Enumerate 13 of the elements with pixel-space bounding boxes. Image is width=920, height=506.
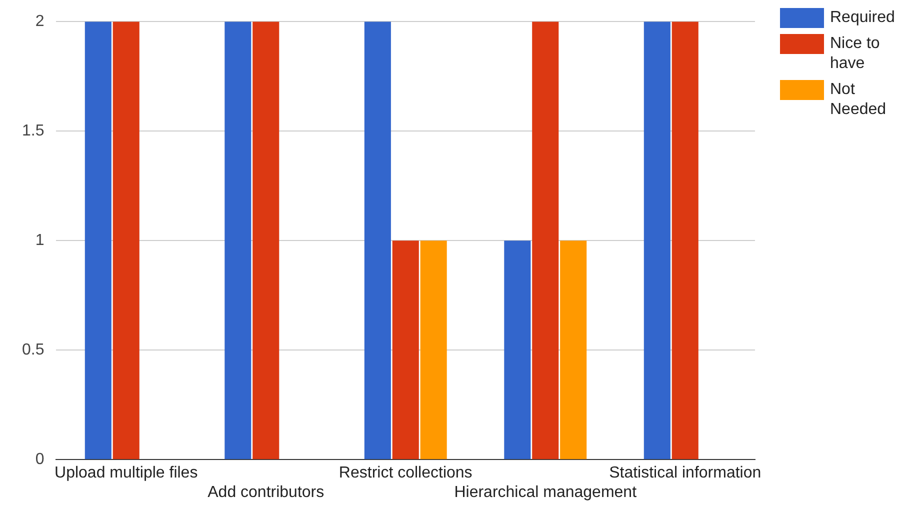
x-tick-label: Add contributors — [208, 484, 324, 501]
legend-label: Required — [830, 8, 896, 28]
y-tick-label: 0 — [35, 451, 44, 468]
legend-label: Nice to have — [830, 34, 881, 74]
x-tick-label: Restrict collections — [338, 464, 472, 482]
legend-label: Not Needed — [830, 80, 888, 120]
y-tick-label: 1.5 — [22, 122, 44, 140]
x-tick-label: Upload multiple files — [54, 464, 198, 482]
y-tick-label: 0.5 — [22, 342, 44, 359]
x-tick-label: Statistical information — [609, 464, 762, 482]
x-tick-label: Hierarchical management — [454, 484, 638, 501]
y-tick-label: 1 — [35, 232, 44, 250]
y-tick-label: 2 — [35, 13, 44, 30]
